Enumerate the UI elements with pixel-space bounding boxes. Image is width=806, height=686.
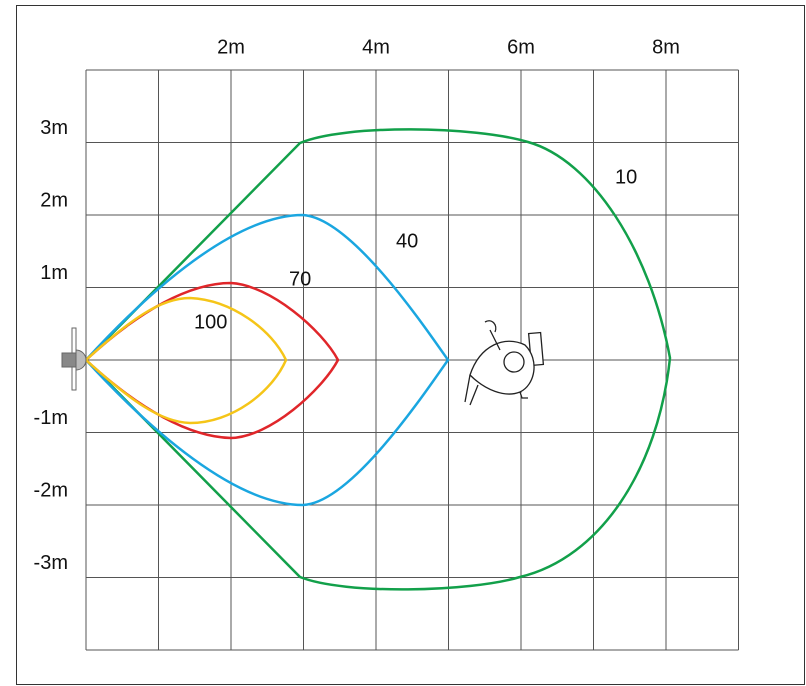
y-axis-label: 2m	[40, 189, 68, 211]
y-axis-label: 3m	[40, 117, 68, 139]
y-axis-label: -1m	[34, 407, 68, 429]
lobe-70	[84, 281, 340, 440]
sensor-icon	[61, 327, 87, 391]
lobe-40	[84, 213, 450, 507]
x-axis-label: 8m	[652, 36, 680, 58]
curve-label: 10	[615, 166, 637, 188]
lobe-100	[84, 296, 288, 425]
y-axis-label: 1m	[40, 262, 68, 284]
curve-label: 100	[194, 311, 227, 333]
lobe-10	[84, 128, 672, 591]
frame	[16, 5, 805, 685]
person-icon	[464, 320, 545, 406]
x-axis-label: 4m	[362, 36, 390, 58]
x-axis-label: 6m	[507, 36, 535, 58]
y-axis-label: -2m	[34, 479, 68, 501]
curve-label: 70	[289, 268, 311, 290]
x-axis-label: 2m	[217, 36, 245, 58]
grid	[85, 69, 739, 651]
y-axis-label: -3m	[34, 552, 68, 574]
curve-label: 40	[396, 230, 418, 252]
